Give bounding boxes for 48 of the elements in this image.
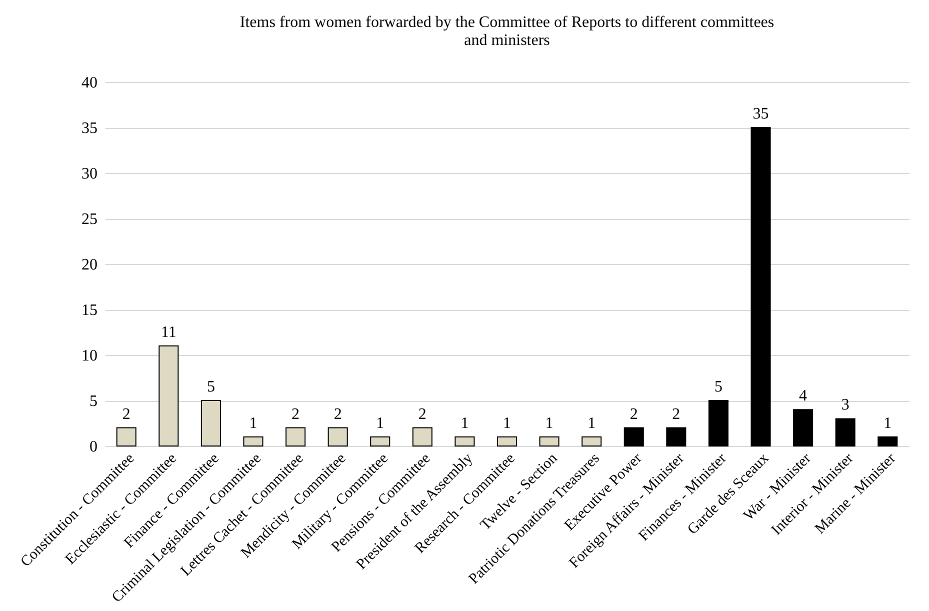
bar — [835, 418, 856, 446]
y-tick-label: 30 — [82, 166, 98, 182]
data-label: 1 — [545, 414, 554, 432]
y-tick-label: 20 — [82, 256, 98, 274]
bar — [328, 427, 348, 446]
data-label: 2 — [630, 406, 638, 423]
bar — [286, 427, 306, 446]
bar — [454, 436, 475, 446]
data-label: 2 — [334, 406, 342, 423]
bar — [582, 436, 602, 446]
y-tick-label: 25 — [82, 211, 98, 228]
data-label: 1 — [503, 414, 511, 432]
y-tick-label: 35 — [82, 120, 98, 137]
bar — [243, 436, 264, 446]
data-label: 2 — [292, 406, 300, 423]
bar — [539, 436, 560, 446]
data-label: 2 — [672, 406, 680, 423]
bar — [412, 427, 432, 446]
y-tick-label: 15 — [82, 302, 98, 319]
data-label: 2 — [418, 406, 426, 423]
y-tick-label: 0 — [90, 438, 98, 456]
data-label: 5 — [714, 378, 722, 396]
bar — [878, 436, 898, 446]
y-tick-label: 40 — [82, 74, 98, 92]
y-tick-label: 10 — [82, 348, 98, 364]
data-label: 1 — [588, 414, 596, 432]
data-label: 1 — [460, 414, 469, 432]
bar — [666, 427, 686, 446]
bar — [624, 427, 644, 446]
data-label: 1 — [884, 414, 892, 432]
bar — [116, 427, 136, 446]
data-label: 2 — [122, 406, 130, 423]
bar — [708, 400, 728, 446]
data-label: 1 — [249, 414, 258, 432]
bar — [496, 436, 518, 446]
bar — [200, 400, 221, 446]
chart-title: Items from women forwarded by the Committee of Reports to different committees and ministers — [240, 14, 774, 49]
bar — [158, 345, 179, 446]
data-label: 11 — [160, 324, 176, 341]
y-tick-label: 5 — [90, 393, 98, 410]
data-label: 3 — [841, 396, 850, 414]
data-label: 35 — [752, 106, 769, 122]
data-label: 1 — [376, 414, 384, 432]
data-label: 5 — [206, 378, 215, 396]
data-label: 4 — [799, 388, 808, 405]
bar — [750, 127, 771, 446]
bar — [370, 436, 390, 446]
bar — [793, 409, 814, 446]
